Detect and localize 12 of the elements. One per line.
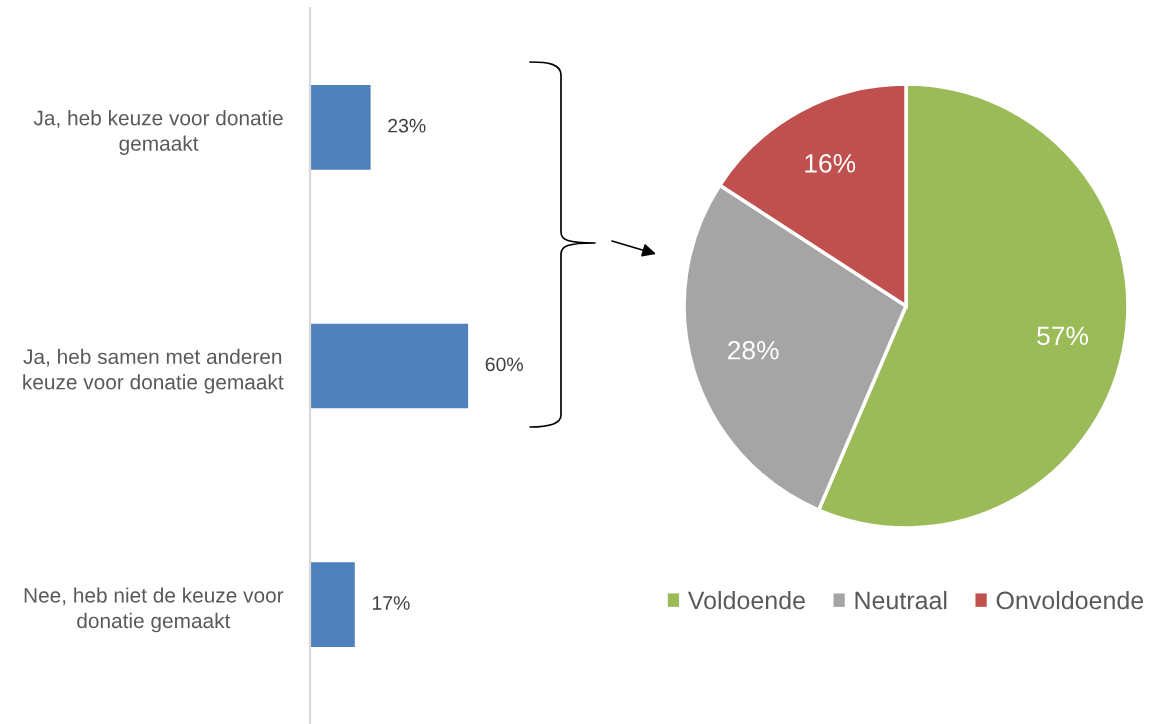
legend-label: Neutraal — [855, 590, 947, 610]
data-label: 57% — [1037, 326, 1088, 346]
data-label: 17% — [372, 596, 410, 610]
legend-label: Onvoldoende — [996, 590, 1144, 610]
data-label: 60% — [485, 357, 523, 372]
y-tick-label: Ja, heb keuze voor donatie gemaakt — [33, 110, 283, 155]
y-tick-label: Ja, heb samen met anderen keuze voor donatie gemaakt — [23, 348, 284, 394]
data-label: 28% — [728, 340, 779, 360]
y-tick-label: Nee, heb niet de keuze voor donatie gemaakt — [24, 587, 284, 633]
legend-label: Voldoende — [687, 590, 805, 610]
data-label: 23% — [388, 118, 426, 133]
data-label: 16% — [805, 154, 856, 173]
